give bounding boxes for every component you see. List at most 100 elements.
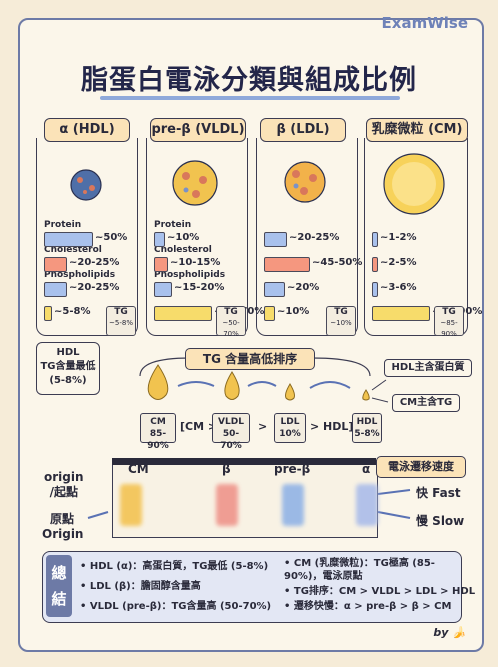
component-label: Protein — [154, 220, 192, 230]
hdl-callout-line1: HDL — [56, 347, 80, 358]
composition-bar-cholesterol — [154, 257, 168, 272]
column-ldl — [256, 138, 358, 336]
composition-percent: ~1-2% — [380, 232, 417, 243]
cm-note-pointer — [371, 397, 389, 403]
order-vldl: VLDL 50-70% — [212, 413, 250, 451]
credit: by 🍌 — [433, 626, 466, 639]
sort-bracket-right — [311, 357, 371, 377]
composition-bar-cholesterol — [44, 257, 67, 272]
drop-ldl-icon — [285, 383, 295, 401]
tg-box-range: ~50-70% — [222, 319, 240, 338]
sort-bracket-left — [139, 357, 191, 377]
column-cm — [364, 138, 468, 336]
composition-percent: ~45-50% — [312, 257, 363, 268]
tg-box-range: ~10% — [330, 319, 352, 327]
origin-label: origin /起點 — [44, 470, 84, 499]
hdl-callout-line2: TG含量最低 — [40, 361, 96, 372]
band-beta — [216, 484, 238, 526]
hdl-callout-line3: (5-8%) — [49, 375, 87, 386]
origin-arrow-icon — [87, 511, 109, 519]
drop-hdl-icon — [362, 389, 370, 401]
composition-percent: ~20-25% — [69, 282, 120, 293]
order-gt1: > — [258, 420, 268, 433]
electrophoresis-gel — [112, 460, 378, 538]
gel-top-bar — [112, 458, 376, 465]
brand-logo: ExamWise — [381, 14, 468, 32]
composition-percent: ~15-20% — [174, 282, 225, 293]
composition-bar-protein — [264, 232, 287, 247]
column-title-cm: 乳糜微粒 (CM) — [366, 118, 468, 142]
tg-box: TG ~5-8% — [106, 306, 136, 336]
summary-right-3: • TG排序：CM > VLDL > LDL > HDL — [284, 586, 476, 597]
slow-label: 慢 Slow — [416, 514, 465, 528]
composition-bar-protein — [154, 232, 165, 247]
order-gt2: > HDL] — [310, 420, 354, 433]
ldl-particle-icon — [284, 161, 326, 203]
slow-arrow-icon — [377, 511, 411, 519]
lane-label-alpha: α — [362, 462, 371, 476]
page-title: 脂蛋白電泳分類與組成比例 — [81, 65, 417, 96]
drop-cm-icon — [147, 364, 169, 400]
composition-bar-phospholipid — [154, 282, 172, 297]
arrow-1-icon — [177, 381, 215, 387]
summary-box — [42, 551, 462, 623]
summary-head: 總結 — [46, 555, 72, 617]
composition-percent: ~2-5% — [380, 257, 417, 268]
composition-bar-tg — [44, 306, 52, 321]
order-hdl: HDL 5-8% — [352, 413, 382, 443]
composition-bar-phospholipid — [264, 282, 285, 297]
hdl-note-pointer — [371, 379, 387, 391]
migration-title: 電泳遷移速度 — [376, 456, 466, 478]
composition-percent: ~5-8% — [54, 306, 91, 317]
lane-label-beta: β — [222, 462, 231, 476]
composition-bar-tg — [154, 306, 212, 321]
composition-percent: ~3-6% — [380, 282, 417, 293]
drop-vldl-icon — [224, 371, 240, 400]
component-label: Cholesterol — [44, 245, 102, 255]
composition-percent: ~20-25% — [69, 257, 120, 268]
band-cm — [120, 484, 142, 526]
tg-box-label: TG — [224, 307, 238, 317]
origin-cn: 原點 — [50, 512, 75, 526]
composition-bar-protein — [44, 232, 93, 247]
column-title-ldl: β (LDL) — [260, 118, 346, 142]
hdl-callout: HDL TG含量最低 (5-8%) — [36, 342, 100, 395]
hdl-particle-icon — [70, 169, 102, 201]
fast-label: 快 Fast — [416, 486, 461, 500]
origin-en: Origin — [42, 527, 84, 541]
composition-bar-cholesterol — [264, 257, 310, 272]
column-title-vldl: pre-β (VLDL) — [150, 118, 246, 142]
column-vldl — [146, 138, 248, 336]
summary-right-1: • CM (乳糜微粒)：TG極高 (85- — [284, 558, 435, 569]
composition-bar-phospholipid — [44, 282, 67, 297]
composition-percent: ~50% — [95, 232, 128, 243]
composition-bar-tg — [264, 306, 275, 321]
component-label: Protein — [44, 220, 82, 230]
band-alpha — [356, 484, 378, 526]
composition-bar-tg — [372, 306, 430, 321]
vldl-particle-icon — [172, 160, 218, 206]
composition-percent: ~10-15% — [170, 257, 221, 268]
tg-sort-label: TG 含量高低排序 — [185, 348, 315, 370]
arrow-3-icon — [309, 381, 351, 389]
composition-bar-protein — [372, 232, 378, 247]
summary-right-2: 90%)，電泳原點 — [284, 571, 363, 582]
tg-box: TG ~50-70% — [216, 306, 246, 338]
summary-left-3: • VLDL (pre-β)：TG含量高 (50-70%) — [80, 601, 272, 612]
tg-box: TG ~10% — [326, 306, 356, 336]
composition-percent: ~20-25% — [289, 232, 340, 243]
tg-box-range: ~5-8% — [109, 319, 133, 327]
summary-left-1: • HDL (α)：高蛋白質，TG最低 (5-8%) — [80, 561, 269, 572]
component-label: Phospholipids — [154, 270, 226, 280]
lane-label-prebeta: pre-β — [274, 462, 311, 476]
cm-particle-icon — [383, 153, 445, 215]
hdl-note: HDL主含蛋白質 — [384, 359, 472, 377]
tg-box: TG ~85-90% — [434, 306, 464, 338]
composition-bar-phospholipid — [372, 282, 378, 297]
order-open: [CM > — [180, 420, 218, 433]
tg-box-label: TG — [334, 307, 348, 317]
column-hdl — [36, 138, 138, 336]
composition-percent: ~20% — [287, 282, 320, 293]
